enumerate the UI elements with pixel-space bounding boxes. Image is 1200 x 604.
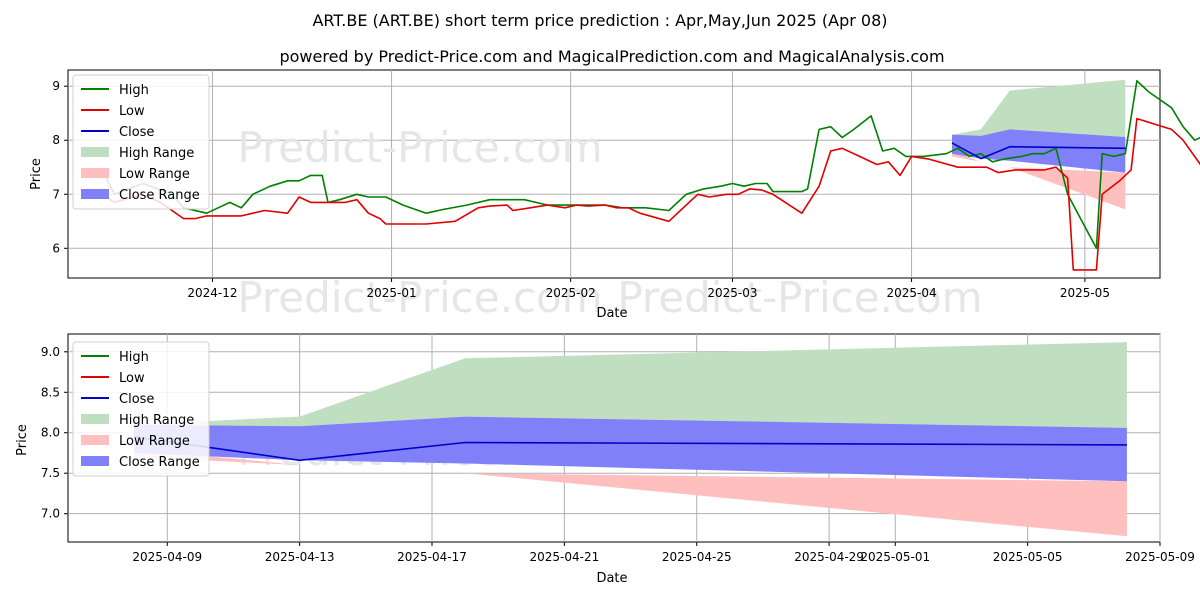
history-x-axis-label: Date bbox=[596, 306, 627, 321]
forecast-y-tick-label: 8.0 bbox=[41, 426, 60, 440]
history-x-tick-label: 2024-12 bbox=[187, 286, 237, 300]
forecast-y-tick-label: 7.5 bbox=[41, 466, 60, 480]
forecast-x-tick-label: 2025-05-09 bbox=[1125, 550, 1195, 564]
forecast-x-tick-label: 2025-04-09 bbox=[132, 550, 202, 564]
forecast-low-range-band bbox=[134, 448, 1127, 537]
forecast-legend-label-2: Low bbox=[119, 371, 145, 386]
history-y-tick-label: 7 bbox=[52, 187, 60, 201]
forecast-y-axis-label: Price bbox=[15, 424, 30, 456]
history-marks bbox=[101, 79, 1200, 271]
history-close-forecast-line bbox=[951, 142, 1126, 160]
forecast-x-tick-label: 2025-04-29 bbox=[794, 550, 864, 564]
forecast-y-tick-label: 7.0 bbox=[41, 507, 60, 521]
history-x-tick-label: 2025-03 bbox=[707, 286, 757, 300]
forecast-y-tick-label: 8.5 bbox=[41, 385, 60, 399]
forecast-panel: Predict-Price.com Predict-Price.com 2025… bbox=[15, 333, 1195, 586]
history-y-tick-label: 9 bbox=[52, 79, 60, 93]
forecast-x-tick-label: 2025-04-21 bbox=[529, 550, 599, 564]
history-close-range-band bbox=[952, 129, 1126, 173]
forecast-y-tick-label: 9.0 bbox=[41, 345, 60, 359]
forecast-x-axis-label: Date bbox=[596, 571, 627, 586]
history-legend: High Low Close High Range Low Range Close Ran… bbox=[72, 74, 210, 210]
forecast-x-tick-label: 2025-04-17 bbox=[397, 550, 467, 564]
forecast-legend-swatch-5 bbox=[81, 435, 109, 445]
history-legend-label-3: Close bbox=[119, 125, 154, 140]
forecast-legend-label-4: High Range bbox=[119, 413, 194, 428]
history-legend-label-2: Low bbox=[119, 104, 145, 119]
forecast-legend-swatch-6 bbox=[81, 456, 109, 466]
forecast-legend: High Low Close High Range Low Range Close Ran… bbox=[72, 341, 210, 477]
history-high-range-band bbox=[952, 79, 1126, 146]
history-low-range-band bbox=[952, 151, 1126, 210]
history-legend-label-5: Low Range bbox=[119, 167, 190, 182]
history-x-tick-label: 2025-04 bbox=[886, 286, 936, 300]
history-low-line bbox=[102, 117, 1200, 271]
history-legend-swatch-6 bbox=[81, 189, 109, 199]
history-panel: Predict-Price.com Predict-Price.com Pred… bbox=[29, 69, 1200, 322]
history-watermark-1: Predict-Price.com bbox=[237, 123, 602, 172]
forecast-close-range-band bbox=[134, 416, 1127, 482]
history-y-tick-label: 6 bbox=[52, 241, 60, 255]
forecast-x-tick-label: 2025-05-05 bbox=[993, 550, 1063, 564]
history-y-axis-label: Price bbox=[29, 158, 44, 190]
history-legend-swatch-5 bbox=[81, 168, 109, 178]
forecast-close-line bbox=[134, 436, 1127, 462]
history-y-tick-label: 8 bbox=[52, 133, 60, 147]
history-legend-label-4: High Range bbox=[119, 146, 194, 161]
forecast-high-range-band bbox=[134, 342, 1127, 441]
history-legend-label-1: High bbox=[119, 83, 149, 98]
forecast-legend-label-3: Close bbox=[119, 392, 154, 407]
forecast-legend-swatch-4 bbox=[81, 414, 109, 424]
history-axes: 2024-12 2025-01 2025-02 2025-03 2025-04 2025-… bbox=[52, 79, 1110, 300]
history-x-tick-label: 2025-01 bbox=[366, 286, 416, 300]
history-watermark-3: Predict-Price.com bbox=[617, 273, 982, 322]
forecast-x-tick-label: 2025-05-01 bbox=[860, 550, 930, 564]
forecast-legend-label-5: Low Range bbox=[119, 434, 190, 449]
history-high-line bbox=[101, 80, 1200, 250]
history-legend-label-6: Close Range bbox=[119, 188, 200, 203]
history-x-tick-label: 2025-05 bbox=[1060, 286, 1110, 300]
history-x-tick-label: 2025-02 bbox=[546, 286, 596, 300]
chart-subtitle: powered by Predict-Price.com and Magical… bbox=[279, 47, 944, 66]
forecast-x-tick-label: 2025-04-25 bbox=[662, 550, 732, 564]
history-plot-frame bbox=[67, 69, 1161, 279]
history-legend-swatch-4 bbox=[81, 147, 109, 157]
forecast-axes: 2025-04-09 2025-04-13 2025-04-17 2025-04-21… bbox=[41, 345, 1195, 564]
forecast-x-tick-label: 2025-04-13 bbox=[265, 550, 335, 564]
chart-title: ART.BE (ART.BE) short term price predict… bbox=[312, 11, 887, 30]
history-watermark-2: Predict-Price.com bbox=[237, 273, 602, 322]
forecast-legend-label-6: Close Range bbox=[119, 455, 200, 470]
forecast-marks bbox=[134, 342, 1127, 537]
forecast-legend-label-1: High bbox=[119, 350, 149, 365]
